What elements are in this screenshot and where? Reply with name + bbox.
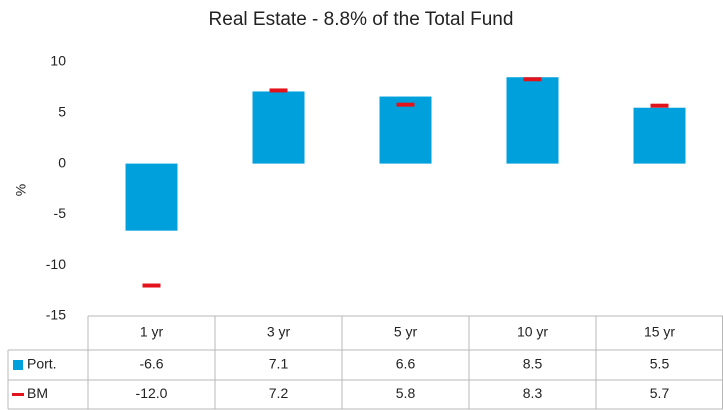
- y-tick-label: 5: [58, 104, 66, 120]
- y-tick-label: 10: [50, 53, 66, 69]
- legend-label: Port.: [27, 356, 57, 372]
- bar: [125, 163, 178, 231]
- bar: [379, 96, 432, 164]
- table-value: 8.3: [523, 385, 543, 401]
- table-value: 5.8: [396, 385, 416, 401]
- bm-marker: [142, 283, 161, 288]
- x-tick-label: 5 yr: [394, 324, 418, 340]
- y-tick-label: -10: [46, 256, 66, 272]
- x-tick-label: 1 yr: [140, 324, 164, 340]
- table-value: 6.6: [396, 356, 416, 372]
- x-tick-label: 15 yr: [644, 324, 675, 340]
- y-axis-label: %: [13, 184, 29, 196]
- bar: [252, 91, 305, 164]
- y-tick-label: -5: [54, 205, 67, 221]
- legend-swatch: [12, 393, 24, 396]
- bar: [633, 107, 686, 164]
- y-tick-label: -15: [46, 307, 66, 323]
- bm-marker: [269, 88, 288, 93]
- chart-title: Real Estate - 8.8% of the Total Fund: [209, 9, 514, 30]
- table-value: 7.1: [269, 356, 289, 372]
- table-value: 7.2: [269, 385, 289, 401]
- bm-marker: [650, 103, 669, 108]
- table-value: -6.6: [139, 356, 163, 372]
- bm-marker: [396, 102, 415, 107]
- table-value: 5.5: [650, 356, 670, 372]
- bm-marker: [523, 77, 542, 82]
- legend-swatch: [13, 360, 23, 370]
- y-tick-label: 0: [58, 154, 66, 170]
- legend-label: BM: [27, 385, 48, 401]
- table-value: 8.5: [523, 356, 543, 372]
- table-value: -12.0: [136, 385, 168, 401]
- x-tick-label: 10 yr: [517, 324, 548, 340]
- x-tick-label: 3 yr: [267, 324, 291, 340]
- bar: [506, 77, 559, 164]
- table-value: 5.7: [650, 385, 670, 401]
